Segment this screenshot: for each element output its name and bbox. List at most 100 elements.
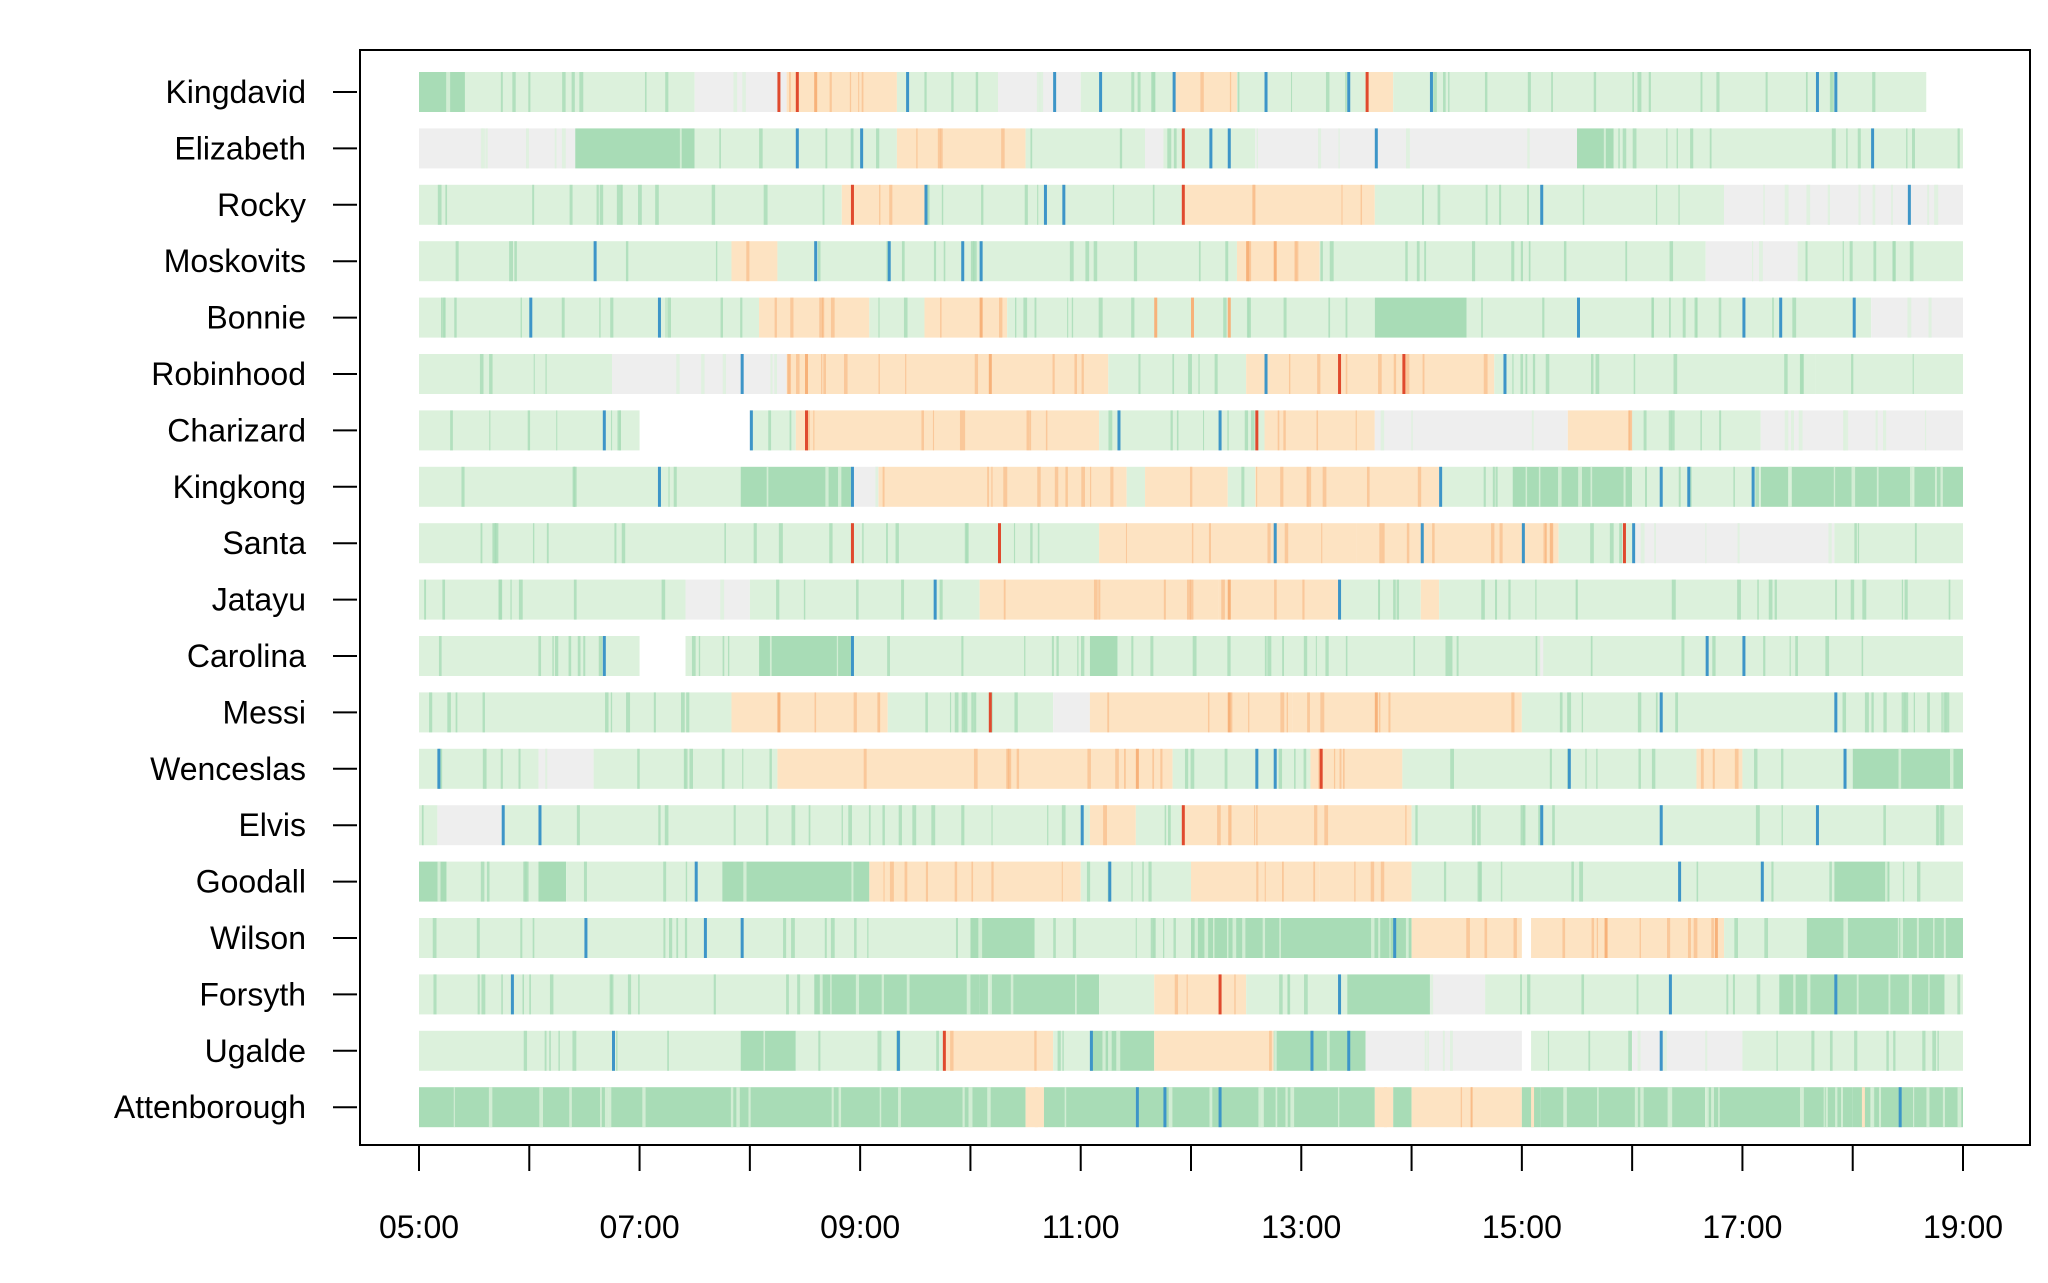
texture-stripe xyxy=(959,410,962,451)
texture-stripe xyxy=(1525,354,1528,394)
texture-stripe xyxy=(1648,72,1651,112)
event-mark xyxy=(850,523,854,564)
event-mark xyxy=(1760,861,1764,902)
texture-stripe xyxy=(1016,748,1020,789)
texture-stripe xyxy=(838,1087,842,1128)
texture-stripe xyxy=(818,1030,821,1071)
texture-stripe xyxy=(1885,861,1888,902)
texture-stripe xyxy=(1274,1030,1277,1071)
texture-stripe xyxy=(951,72,954,112)
texture-stripe xyxy=(610,974,614,1015)
texture-stripe xyxy=(829,72,832,112)
texture-stripe xyxy=(720,297,723,338)
texture-stripe xyxy=(968,1087,973,1128)
texture-stripe xyxy=(987,974,990,1015)
event-mark xyxy=(1374,128,1378,169)
texture-stripe xyxy=(1668,297,1671,338)
texture-stripe xyxy=(1737,523,1740,564)
texture-stripe xyxy=(1378,692,1381,733)
texture-stripe xyxy=(926,184,930,225)
timeline-row xyxy=(419,241,1963,282)
event-mark xyxy=(814,241,818,282)
texture-stripe xyxy=(1256,128,1259,169)
texture-stripe xyxy=(796,354,800,394)
texture-stripe xyxy=(1110,466,1114,507)
x-tick-label: 07:00 xyxy=(600,1209,680,1245)
event-mark xyxy=(850,184,854,225)
event-mark xyxy=(1521,523,1525,564)
texture-stripe xyxy=(1072,918,1077,958)
texture-stripe xyxy=(1668,410,1672,451)
texture-stripe xyxy=(803,579,806,620)
texture-stripe xyxy=(1856,974,1859,1015)
timeline-segment xyxy=(694,72,787,112)
texture-stripe xyxy=(1378,918,1381,958)
texture-stripe xyxy=(1872,72,1876,112)
event-mark xyxy=(979,241,983,282)
texture-stripe xyxy=(1500,861,1503,902)
texture-stripe xyxy=(1142,861,1144,902)
texture-stripe xyxy=(931,805,936,846)
texture-stripe xyxy=(480,861,485,902)
texture-stripe xyxy=(961,636,964,676)
texture-stripe xyxy=(1676,128,1678,169)
timeline-segment xyxy=(786,72,897,112)
timeline-segment xyxy=(575,128,695,169)
texture-stripe xyxy=(1681,636,1685,676)
texture-stripe xyxy=(1700,748,1704,789)
texture-stripe xyxy=(528,72,531,112)
event-mark xyxy=(1227,579,1231,620)
texture-stripe xyxy=(1637,72,1642,112)
timeline-segment xyxy=(1393,72,1816,112)
texture-stripe xyxy=(1582,184,1585,225)
event-mark xyxy=(850,466,854,507)
texture-stripe xyxy=(1784,354,1788,394)
timeline-segment xyxy=(1852,1087,1963,1128)
texture-stripe xyxy=(1768,579,1773,620)
texture-stripe xyxy=(1380,861,1385,902)
texture-stripe xyxy=(1163,579,1166,620)
texture-stripe xyxy=(1700,72,1703,112)
texture-stripe xyxy=(1023,297,1028,338)
texture-stripe xyxy=(667,1030,669,1071)
texture-stripe xyxy=(1528,241,1531,282)
texture-stripe xyxy=(838,466,842,507)
texture-stripe xyxy=(1287,974,1291,1015)
event-mark xyxy=(1843,748,1847,789)
texture-stripe xyxy=(813,410,815,451)
event-mark xyxy=(1861,1087,1865,1128)
timeline-row xyxy=(419,297,1963,338)
texture-stripe xyxy=(763,184,768,225)
texture-stripe xyxy=(514,241,517,282)
texture-stripe xyxy=(1283,410,1286,451)
texture-stripe xyxy=(1578,466,1583,507)
texture-stripe xyxy=(1645,466,1647,507)
texture-stripe xyxy=(544,1030,547,1071)
texture-stripe xyxy=(1667,1087,1670,1128)
event-mark xyxy=(1089,1030,1093,1071)
texture-stripe xyxy=(1495,579,1498,620)
texture-stripe xyxy=(987,1087,991,1128)
texture-stripe xyxy=(1339,748,1342,789)
texture-stripe xyxy=(1026,410,1030,451)
texture-stripe xyxy=(1558,466,1562,507)
event-mark xyxy=(1264,72,1268,112)
timeline-segment xyxy=(1356,523,1559,564)
timeline-row xyxy=(419,805,1963,846)
texture-stripe xyxy=(1943,918,1946,958)
texture-stripe xyxy=(1764,918,1769,958)
texture-stripe xyxy=(1056,636,1059,676)
texture-stripe xyxy=(906,974,910,1015)
texture-stripe xyxy=(1495,466,1498,507)
texture-stripe xyxy=(1934,466,1937,507)
texture-stripe xyxy=(1854,523,1857,564)
texture-stripe xyxy=(1636,974,1639,1015)
timeline-segment xyxy=(1797,241,1963,282)
timeline-segment xyxy=(1181,805,1311,846)
texture-stripe xyxy=(1893,1030,1896,1071)
texture-stripe xyxy=(489,410,491,451)
texture-stripe xyxy=(669,918,673,958)
texture-stripe xyxy=(1567,692,1572,733)
texture-stripe xyxy=(1075,974,1077,1015)
texture-stripe xyxy=(1379,523,1382,564)
